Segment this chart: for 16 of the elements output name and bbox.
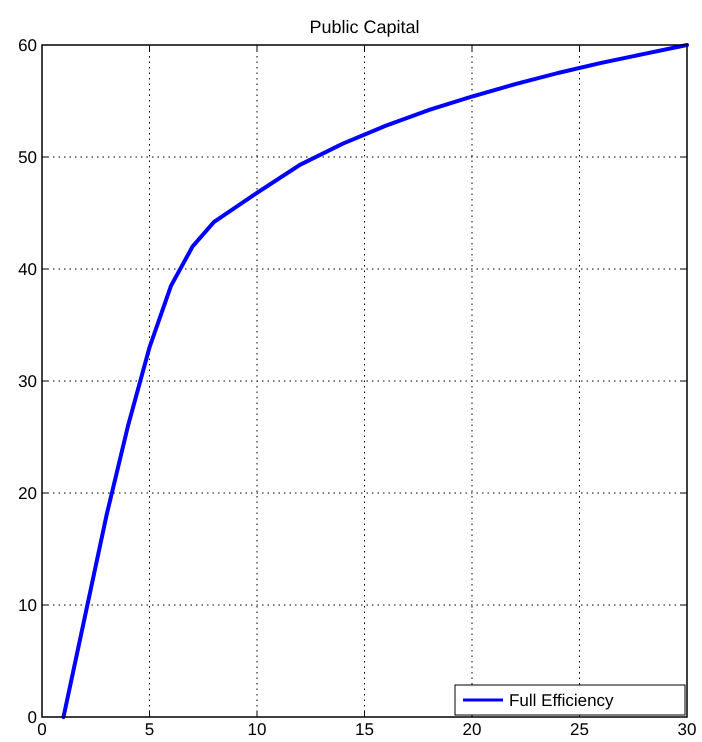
x-tick-label: 20 xyxy=(462,720,482,739)
legend-label: Full Efficiency xyxy=(509,691,614,710)
y-tick-label: 50 xyxy=(18,148,37,167)
y-tick-label: 60 xyxy=(18,36,37,55)
x-tick-label: 10 xyxy=(248,720,266,739)
x-tick-label: 5 xyxy=(144,720,154,739)
line-series xyxy=(62,43,689,719)
y-tick-label: 0 xyxy=(28,708,37,727)
chart-title: Public Capital xyxy=(309,17,420,37)
x-tick-label: 15 xyxy=(355,720,374,739)
y-tick-label: 10 xyxy=(18,596,37,615)
y-tick-label: 30 xyxy=(18,372,37,391)
x-tick-label: 25 xyxy=(570,720,589,739)
x-tick-label: 30 xyxy=(678,720,696,739)
y-tick-label: 40 xyxy=(18,260,37,279)
y-tick-label: 20 xyxy=(18,484,37,503)
